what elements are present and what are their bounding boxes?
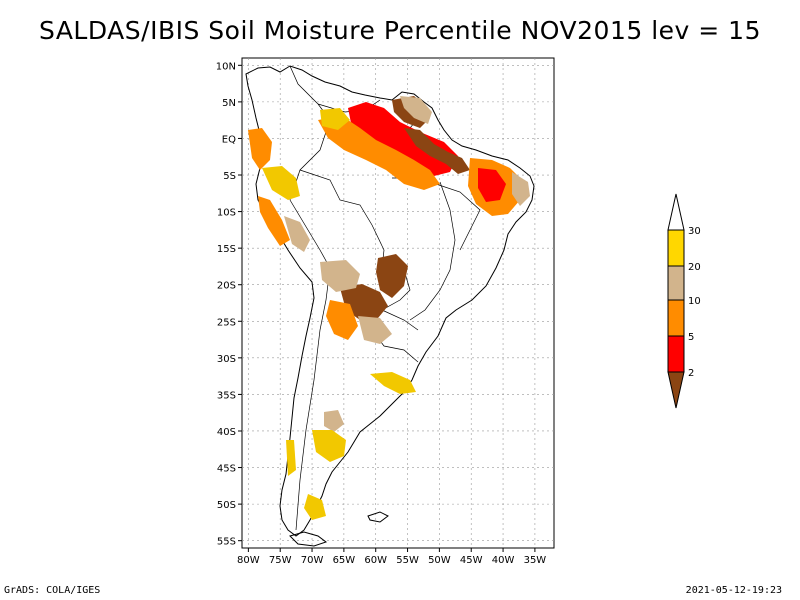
- lat-tick-label: EQ: [222, 134, 236, 145]
- shade-ne-tan: [512, 172, 530, 206]
- lon-tick-label: 40W: [492, 555, 515, 566]
- shade-chaco-orange: [326, 300, 358, 340]
- colorbar: 30 20 10 5 2: [667, 193, 701, 409]
- lat-tick-label: 25S: [217, 317, 236, 328]
- colorbar-box-30: [667, 229, 685, 267]
- legend-label-5: 5: [688, 332, 694, 343]
- lon-tick-label: 45W: [460, 555, 483, 566]
- shade-amazon-orange: [318, 116, 440, 190]
- shade-patagonia-yellow-2: [304, 494, 326, 520]
- lat-tick-label: 40S: [217, 427, 236, 438]
- lon-tick-label: 70W: [301, 555, 324, 566]
- legend-label-2: 2: [688, 368, 694, 379]
- lon-tick-label: 55W: [396, 555, 419, 566]
- shade-pantanal-brown: [376, 254, 408, 298]
- colorbar-top-arrow: [667, 193, 685, 231]
- lon-tick-label: 80W: [237, 555, 260, 566]
- shade-ne-red: [478, 168, 506, 202]
- shade-chaco-tan-2: [358, 316, 392, 344]
- lat-tick-label: 5S: [223, 171, 236, 182]
- lon-tick-label: 75W: [269, 555, 292, 566]
- lat-tick-label: 45S: [217, 464, 236, 475]
- percentile-shading: [248, 96, 530, 520]
- shade-west-orange: [248, 128, 272, 170]
- map-title: SALDAS/IBIS Soil Moisture Percentile NOV…: [39, 16, 761, 45]
- lat-tick-label: 20S: [217, 281, 236, 292]
- shade-uruguay-yellow: [370, 372, 416, 394]
- footer-timestamp: 2021-05-12-19:23: [685, 585, 782, 596]
- continent-outline: [245, 65, 535, 547]
- falkland-islands: [367, 511, 389, 523]
- lon-tick-label: 65W: [333, 555, 356, 566]
- lon-tick-label: 50W: [428, 555, 451, 566]
- colorbar-box-20: [667, 265, 685, 301]
- lon-tick-label: 60W: [364, 555, 387, 566]
- lon-tick-label: 35W: [524, 555, 547, 566]
- colorbar-box-10: [667, 299, 685, 337]
- shade-central-yellow: [320, 108, 350, 130]
- lat-tick-label: 5N: [222, 98, 236, 109]
- shade-chaco-tan: [320, 260, 360, 292]
- longitude-axis: 80W 75W 70W 65W 60W 55W 50W 45W 40W 35W: [237, 548, 546, 566]
- shade-patagonia-tan: [324, 410, 344, 432]
- tierra-del-fuego: [289, 531, 328, 547]
- shade-chile-dots: [286, 440, 296, 476]
- lat-tick-label: 10S: [217, 208, 236, 219]
- shade-peru-tan: [284, 216, 310, 252]
- colorbar-bottom-arrow: [667, 371, 685, 409]
- lat-tick-label: 55S: [217, 537, 236, 548]
- shade-patagonia-yellow: [312, 430, 346, 462]
- latitude-axis: 10N 5N EQ 5S 10S 15S 20S 25S 30S 35S 40S 45S 50S 55S: [216, 61, 242, 548]
- lat-tick-label: 30S: [217, 354, 236, 365]
- legend-label-10: 10: [688, 296, 701, 307]
- shade-peru-orange: [258, 196, 290, 246]
- legend-label-30: 30: [688, 226, 701, 237]
- shade-amazon-red: [348, 102, 458, 176]
- colorbar-box-5: [667, 335, 685, 373]
- shade-amazon-brown: [404, 128, 470, 174]
- south-america-coast: [245, 65, 535, 537]
- lat-tick-label: 50S: [217, 500, 236, 511]
- footer-credit: GrADS: COLA/IGES: [4, 585, 101, 596]
- legend-label-20: 20: [688, 262, 701, 273]
- lat-tick-label: 10N: [216, 61, 236, 72]
- shade-north-tan: [400, 96, 432, 124]
- shade-west-yellow: [262, 166, 300, 200]
- lat-tick-label: 35S: [217, 390, 236, 401]
- lat-tick-label: 15S: [217, 244, 236, 255]
